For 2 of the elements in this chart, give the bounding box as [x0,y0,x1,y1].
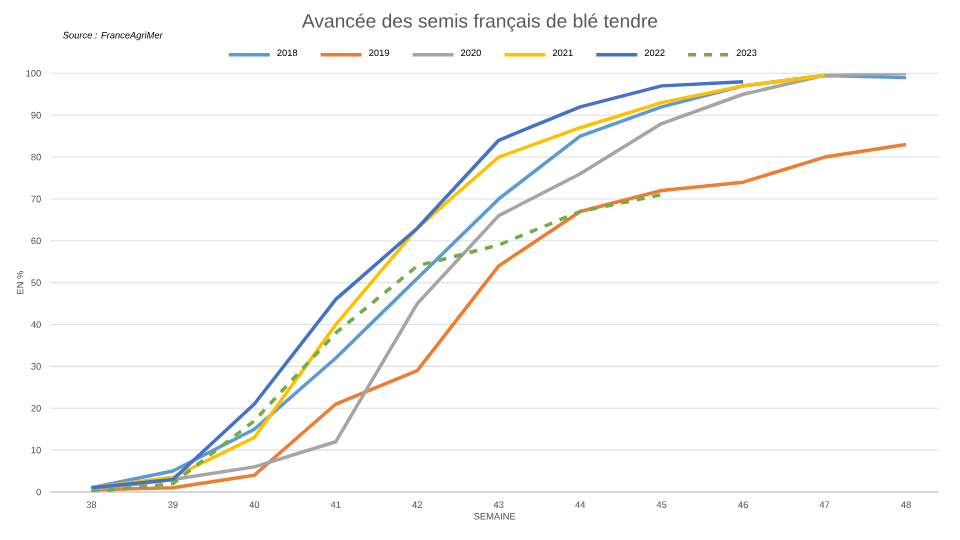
line-series [89,192,664,492]
chart-title: Avancée des semis français de blé tendre [301,13,658,32]
